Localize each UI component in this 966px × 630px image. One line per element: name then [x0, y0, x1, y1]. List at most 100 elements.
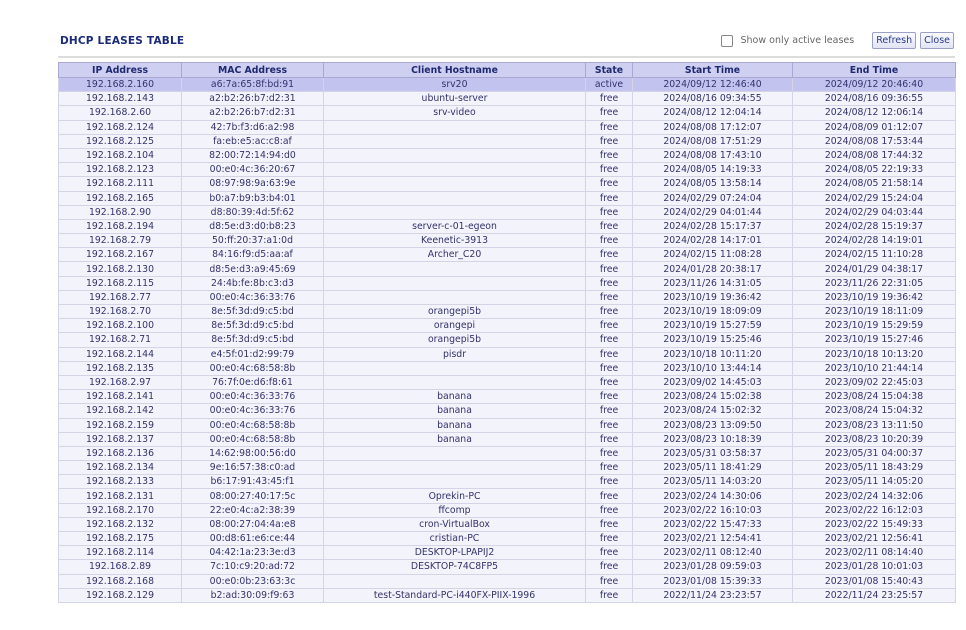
table-row[interactable]: 192.168.2.136 14:62:98:00:56:d0 free 2023/0… [58, 445, 956, 462]
table-row[interactable]: 192.168.2.71 8e:5f:3d:d9:c5:bd orangepi5b f… [58, 332, 956, 348]
table-row[interactable]: 192.168.2.160 a6:7a:65:8f:bd:91 srv20 activ… [58, 76, 956, 93]
table-row[interactable]: 192.168.2.111 08:97:98:9a:63:9e free 2024/0… [58, 176, 956, 192]
table-row[interactable]: 192.168.2.79 50:ff:20:37:a1:0d Keenetic-39… [58, 233, 956, 249]
cell-end-time: 2024/08/05 22:19:33 [792, 162, 956, 178]
cell-ip-address: 192.168.2.165 [58, 190, 182, 206]
cell-end-time: 2024/08/16 09:36:55 [792, 91, 956, 107]
cell-client-hostname: orangepi5b [323, 332, 586, 348]
cell-ip-address: 192.168.2.89 [58, 559, 182, 575]
cell-client-hostname: cristian-PC [323, 530, 586, 547]
table-row[interactable]: 192.168.2.141 00:e0:4c:36:33:76 banana free… [58, 389, 956, 405]
cell-state: free [585, 559, 633, 575]
table-row[interactable]: 192.168.2.125 fa:eb:e5:ac:c8:af free 2024/0… [58, 133, 956, 149]
column-header-client-hostname[interactable]: Client Hostname [323, 62, 586, 78]
column-header-mac-address[interactable]: MAC Address [181, 62, 324, 78]
column-header-end-time[interactable]: End Time [792, 62, 956, 78]
table-row[interactable]: 192.168.2.115 24:4b:fe:8b:c3:d3 free 2023/1… [58, 275, 956, 291]
cell-mac-address: 8e:5f:3d:d9:c5:bd [181, 318, 324, 334]
cell-mac-address: 84:16:f9:d5:aa:af [181, 247, 324, 263]
table-row[interactable]: 192.168.2.131 08:00:27:40:17:5c Oprekin-PC… [58, 488, 956, 504]
cell-mac-address: 00:e0:4c:36:33:76 [181, 403, 324, 419]
table-row[interactable]: 192.168.2.90 d8:80:39:4d:5f:62 free 2024/02… [58, 204, 956, 220]
cell-client-hostname: Keenetic-3913 [323, 233, 586, 249]
table-row[interactable]: 192.168.2.168 00:e0:0b:23:63:3c free 2023/0… [58, 573, 956, 589]
cell-end-time: 2023/02/22 15:49:33 [792, 516, 956, 533]
cell-client-hostname: banana [323, 403, 586, 419]
cell-state: free [585, 587, 633, 603]
cell-state: free [585, 460, 633, 476]
table-row[interactable]: 192.168.2.70 8e:5f:3d:d9:c5:bd orangepi5b f… [58, 303, 956, 320]
table-row[interactable]: 192.168.2.167 84:16:f9:d5:aa:af Archer_C20… [58, 247, 956, 263]
table-row[interactable]: 192.168.2.175 00:d8:61:e6:ce:44 cristian-P… [58, 530, 956, 547]
table-row[interactable]: 192.168.2.104 82:00:72:14:94:d0 free 2024/0… [58, 147, 956, 164]
cell-end-time: 2023/09/02 22:45:03 [792, 374, 956, 391]
cell-end-time: 2023/05/31 04:00:37 [792, 445, 956, 462]
column-header-start-time[interactable]: Start Time [632, 62, 793, 78]
table-row[interactable]: 192.168.2.144 e4:5f:01:d2:99:79 pisdr free 2… [58, 346, 956, 362]
cell-ip-address: 192.168.2.194 [58, 218, 182, 235]
cell-client-hostname: cron-VirtualBox [323, 516, 586, 533]
table-row[interactable]: 192.168.2.60 a2:b2:26:b7:d2:31 srv-video fr… [58, 105, 956, 121]
cell-mac-address: 14:62:98:00:56:d0 [181, 445, 324, 462]
cell-end-time: 2024/02/29 04:03:44 [792, 204, 956, 220]
table-row[interactable]: 192.168.2.77 00:e0:4c:36:33:76 free 2023/10… [58, 289, 956, 306]
cell-ip-address: 192.168.2.70 [58, 303, 182, 320]
cell-client-hostname: srv-video [323, 105, 586, 121]
cell-client-hostname: banana [323, 389, 586, 405]
cell-start-time: 2024/02/28 15:17:37 [632, 218, 793, 235]
show-active-checkbox[interactable] [720, 34, 733, 47]
table-row[interactable]: 192.168.2.129 b2:ad:30:09:f9:63 test-Stand… [58, 587, 956, 603]
cell-client-hostname [323, 119, 586, 135]
table-row[interactable]: 192.168.2.130 d8:5e:d3:a9:45:69 free 2024/0… [58, 261, 956, 277]
show-active-label[interactable]: Show only active leases [740, 35, 855, 46]
table-row[interactable]: 192.168.2.114 04:42:1a:23:3e:d3 DESKTOP-LP… [58, 545, 956, 561]
table-row[interactable]: 192.168.2.97 76:7f:0e:d6:f8:61 free 2023/09… [58, 374, 956, 391]
table-row[interactable]: 192.168.2.194 d8:5e:d3:d0:b8:23 server-c-0… [58, 218, 956, 235]
cell-end-time: 2024/02/29 15:24:04 [792, 190, 956, 206]
cell-end-time: 2023/10/18 10:13:20 [792, 346, 956, 362]
table-header-row: IP Address MAC Address Client Hostname Stat… [58, 62, 956, 78]
cell-state: free [585, 176, 633, 192]
refresh-button[interactable]: Refresh [872, 32, 917, 49]
cell-mac-address: 50:ff:20:37:a1:0d [181, 233, 324, 249]
table-row[interactable]: 192.168.2.143 a2:b2:26:b7:d2:31 ubuntu-ser… [58, 91, 956, 107]
table-row[interactable]: 192.168.2.142 00:e0:4c:36:33:76 banana free… [58, 403, 956, 419]
table-row[interactable]: 192.168.2.159 00:e0:4c:68:58:8b banana free… [58, 417, 956, 433]
table-row[interactable]: 192.168.2.165 b0:a7:b9:b3:b4:01 free 2024/0… [58, 190, 956, 206]
cell-end-time: 2023/08/24 15:04:38 [792, 389, 956, 405]
table-row[interactable]: 192.168.2.123 00:e0:4c:36:20:67 free 2024/0… [58, 162, 956, 178]
table-row[interactable]: 192.168.2.132 08:00:27:04:4a:e8 cron-Virtu… [58, 516, 956, 533]
cell-start-time: 2024/02/15 11:08:28 [632, 247, 793, 263]
cell-mac-address: 00:d8:61:e6:ce:44 [181, 530, 324, 547]
cell-client-hostname [323, 133, 586, 149]
cell-state: free [585, 105, 633, 121]
column-header-ip-address[interactable]: IP Address [58, 62, 182, 78]
cell-start-time: 2024/08/05 13:58:14 [632, 176, 793, 192]
cell-client-hostname [323, 374, 586, 391]
table-row[interactable]: 192.168.2.89 7c:10:c9:20:ad:72 DESKTOP-74C… [58, 559, 956, 575]
cell-state: free [585, 431, 633, 447]
table-row[interactable]: 192.168.2.135 00:e0:4c:68:58:8b free 2023/1… [58, 360, 956, 376]
table-row[interactable]: 192.168.2.124 42:7b:f3:d6:a2:98 free 2024/0… [58, 119, 956, 135]
cell-state: free [585, 147, 633, 164]
table-row[interactable]: 192.168.2.133 b6:17:91:43:45:f1 free 2023/0… [58, 474, 956, 490]
cell-ip-address: 192.168.2.97 [58, 374, 182, 391]
table-row[interactable]: 192.168.2.134 9e:16:57:38:c0:ad free 2023/0… [58, 460, 956, 476]
cell-start-time: 2023/02/22 15:47:33 [632, 516, 793, 533]
cell-mac-address: b2:ad:30:09:f9:63 [181, 587, 324, 603]
cell-end-time: 2023/02/24 14:32:06 [792, 488, 956, 504]
cell-ip-address: 192.168.2.111 [58, 176, 182, 192]
cell-start-time: 2023/02/11 08:12:40 [632, 545, 793, 561]
table-row[interactable]: 192.168.2.170 22:e0:4c:a2:38:39 ffcomp free… [58, 502, 956, 518]
cell-state: free [585, 445, 633, 462]
cell-start-time: 2023/02/24 14:30:06 [632, 488, 793, 504]
cell-state: free [585, 218, 633, 235]
table-row[interactable]: 192.168.2.137 00:e0:4c:68:58:8b banana free… [58, 431, 956, 447]
cell-mac-address: 22:e0:4c:a2:38:39 [181, 502, 324, 518]
cell-client-hostname [323, 162, 586, 178]
close-button[interactable]: Close [920, 32, 954, 49]
cell-state: free [585, 91, 633, 107]
table-row[interactable]: 192.168.2.100 8e:5f:3d:d9:c5:bd orangepi fr… [58, 318, 956, 334]
cell-end-time: 2024/08/12 12:06:14 [792, 105, 956, 121]
column-header-state[interactable]: State [585, 62, 633, 78]
